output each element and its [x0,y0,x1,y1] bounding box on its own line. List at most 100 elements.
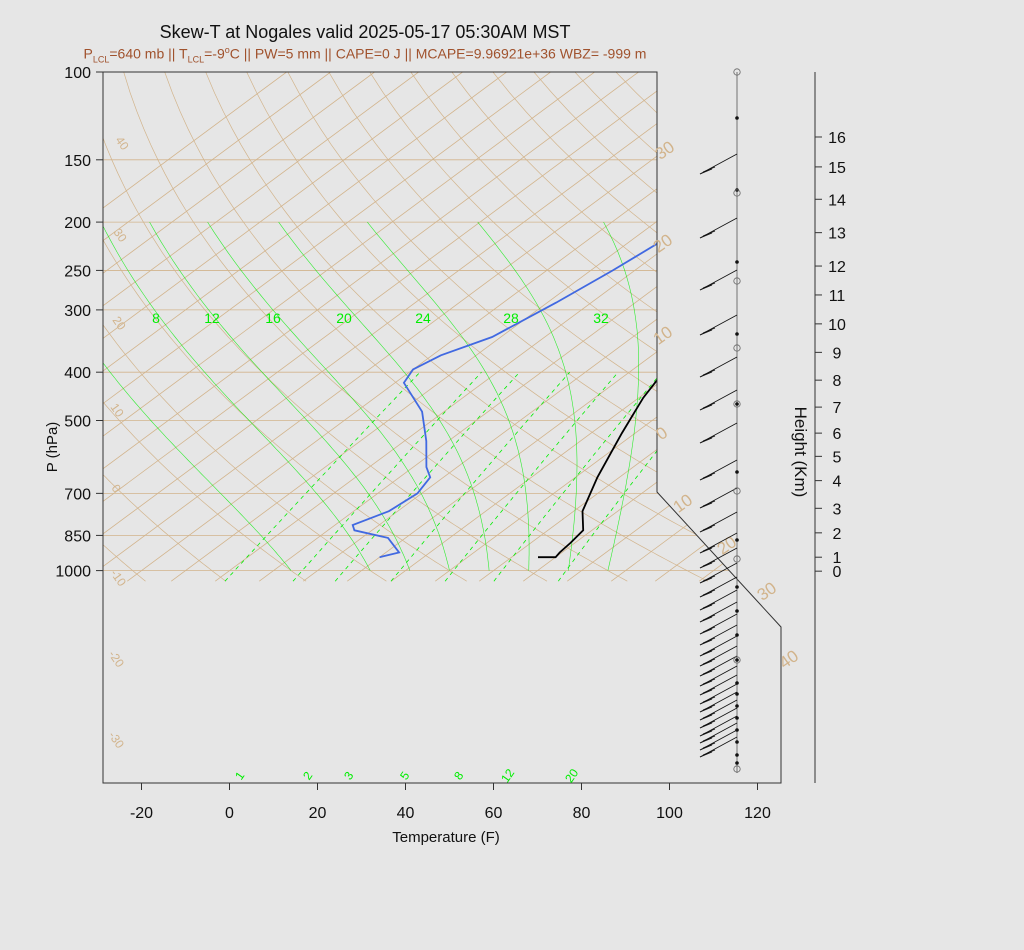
wind-barb [699,314,738,336]
isotherm-line [103,72,507,582]
barb-flag [702,327,716,334]
dry-adiabat-line [103,72,548,582]
barb-flag [702,602,716,609]
height-tick-label: 5 [833,449,842,466]
wind-barb [699,356,738,378]
height-tick-label: 16 [828,130,846,147]
sounding-point-dot [735,716,739,720]
wind-barb [699,389,738,411]
adiabat-label: 30 [754,578,780,604]
sounding-point-dot [735,332,739,336]
isotherm-line [214,72,781,582]
mixing-ratio-bottom-label: 8 [451,769,466,783]
height-tick-label: 4 [833,474,842,491]
wind-barb [699,699,738,721]
x-tick-label: 20 [309,805,327,822]
height-tick-label: 15 [828,160,846,177]
wind-barb [699,589,738,611]
height-tick-label: 0 [833,564,842,581]
barb-flag [699,404,713,411]
barb-flag [702,687,716,694]
dry-adiabat-line [0,72,65,581]
wind-barb [699,576,738,598]
barb-flag [699,698,713,705]
isotherm-line [302,72,781,582]
barb-flag [699,706,713,713]
wind-barb [699,532,738,554]
sounding-point-dot [735,753,739,757]
p-tick-label: 300 [64,303,91,320]
barb-flag [699,744,713,751]
height-tick-label: 13 [828,226,846,243]
wind-barb [699,691,738,713]
adiabat-label: 0 [653,423,672,444]
barb-flag [699,502,713,509]
x-tick-label: 120 [744,805,771,822]
p-tick-label: 500 [64,414,91,431]
barb-flag [699,562,713,569]
isotherm-line [103,72,375,582]
adiabat-label: 10 [670,490,696,516]
mixing-ratio-top-label: 32 [593,310,609,326]
barb-flag [702,742,716,749]
isotherm-line [103,72,683,582]
moist-adiabat-line [477,221,578,571]
temperature-profile-line [538,72,781,559]
mixing-ratio-top-label: 24 [415,310,431,326]
barb-flag [702,166,716,173]
p-tick-label: 850 [64,528,91,545]
calm-wind-circle [733,189,741,197]
dry-adiabat-line [103,72,227,582]
barb-flag [699,604,713,611]
barb-flag [702,589,716,596]
barb-flag [699,547,713,554]
barb-flag [702,648,716,655]
barb-flag [702,735,716,742]
wind-barb [699,645,738,667]
wind-barb [699,459,738,481]
barb-flag [702,402,716,409]
p-tick-label: 100 [64,65,91,82]
isotherm-line [103,72,639,582]
wind-barb [699,707,738,729]
barb-flag [699,670,713,677]
p-tick-label: 250 [64,263,91,280]
wind-barbs [699,68,741,773]
barb-flag [699,722,713,729]
x-tick-label: 40 [397,805,415,822]
isotherm-line [103,72,463,582]
sounding-point-dot [735,761,739,765]
isotherm-line [831,72,1024,581]
dry-adiabat-line [697,72,781,582]
x-tick-label: 60 [485,805,503,822]
calm-wind-circle [733,656,741,664]
height-tick-label: 11 [829,288,846,305]
sounding-point-dot [735,692,739,696]
height-tick-label: 7 [833,400,842,417]
height-tick-label: 3 [833,501,842,518]
calm-wind-circle [733,68,741,76]
sounding-point-dot [735,538,739,542]
sounding-point-dot [735,260,739,264]
wind-barb [699,153,738,175]
barb-flag [702,282,716,289]
isotherm-label: -20 [106,648,128,671]
barb-flag [702,678,716,685]
barb-flag [702,500,716,507]
calm-wind-circle [733,765,741,773]
barb-flag [699,680,713,687]
dry-adiabat-line [164,72,708,582]
wind-barb [699,715,738,737]
sounding-point-dot [735,728,739,732]
plot-border [102,71,782,784]
barb-flag [699,591,713,598]
y-axis-label: P (hPa) [44,422,61,473]
series-clip-group [351,72,781,559]
wind-barb [699,683,738,705]
barb-flag [702,720,716,727]
isotherm-line [698,72,781,582]
dry-adiabat-line [103,72,146,582]
mixing-ratio-line [334,371,520,582]
isotherm-line [478,72,781,582]
wind-barb [699,547,738,569]
